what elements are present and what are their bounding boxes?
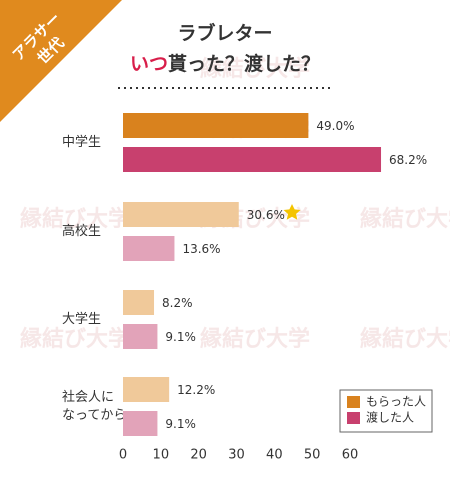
value-label: 30.6%	[247, 208, 285, 222]
watermark: 縁結び大学	[200, 56, 310, 82]
legend-label: もらった人	[366, 395, 426, 409]
value-label: 13.6%	[182, 242, 220, 256]
category-label: 中学生	[62, 134, 101, 150]
legend-swatch	[347, 412, 360, 424]
x-tick-label: 20	[190, 448, 207, 463]
bar	[123, 290, 155, 315]
bar	[123, 147, 382, 172]
value-label: 8.2%	[162, 296, 193, 310]
badge-bg	[0, 0, 122, 122]
title-highlight: いつ	[130, 53, 168, 75]
category-label: なってから	[62, 408, 126, 423]
watermark: 縁結び大学	[20, 326, 130, 352]
category-label: 社会人に	[62, 389, 114, 405]
bar	[123, 324, 158, 349]
watermark: 縁結び大学	[360, 206, 450, 232]
x-tick-label: 0	[119, 448, 127, 463]
x-tick-label: 40	[266, 448, 283, 463]
watermark: 縁結び大学	[360, 326, 450, 352]
category-label: 高校生	[62, 223, 101, 239]
x-tick-label: 10	[153, 448, 170, 463]
bar	[123, 236, 175, 261]
x-tick-label: 50	[304, 448, 321, 463]
bar	[123, 202, 239, 227]
value-label: 9.1%	[165, 330, 196, 344]
category-label: 大学生	[62, 311, 101, 327]
star	[283, 204, 301, 220]
bar	[123, 411, 158, 436]
value-label: 12.2%	[177, 383, 215, 397]
title: ラブレター	[177, 22, 272, 45]
x-tick-label: 30	[228, 448, 245, 463]
legend-swatch	[347, 396, 360, 408]
title-rest: 貰った？渡した？	[168, 52, 320, 75]
bar	[123, 377, 170, 402]
legend-label: 渡した人	[366, 410, 414, 425]
watermark: 縁結び大学	[200, 326, 310, 352]
watermark: 縁結び大学	[20, 206, 130, 232]
value-label: 9.1%	[165, 417, 196, 431]
x-tick-label: 60	[342, 448, 359, 463]
value-label: 49.0%	[316, 119, 354, 133]
title: いつ貰った？渡した？	[130, 52, 320, 75]
bar	[123, 113, 309, 138]
value-label: 68.2%	[389, 153, 427, 167]
